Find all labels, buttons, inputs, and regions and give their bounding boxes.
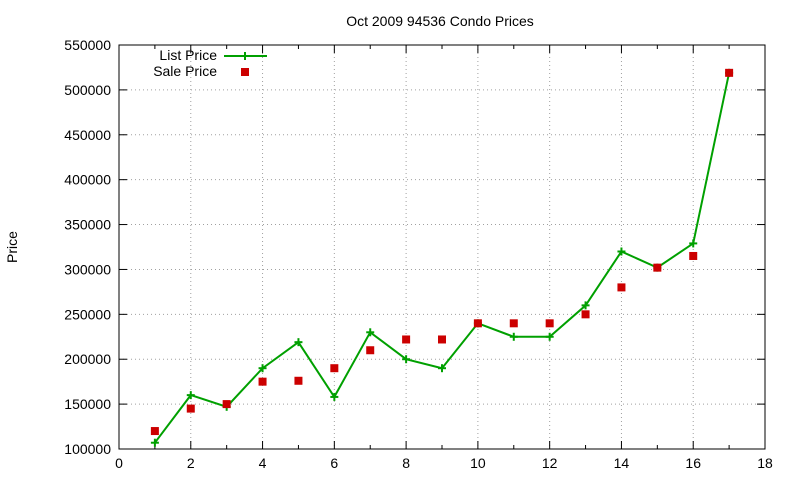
series: [150, 68, 734, 447]
sale-price-point: [258, 377, 267, 386]
sale-price-point: [617, 283, 626, 292]
x-tick-label: 16: [685, 455, 701, 471]
x-tick-label: 12: [542, 455, 558, 471]
legend-label-list-price: List Price: [159, 47, 217, 63]
list-price-line: [154, 72, 731, 444]
list-price-point: [186, 391, 195, 400]
x-tick-label: 6: [330, 455, 338, 471]
y-tick-label: 200000: [64, 351, 111, 367]
sale-price-point: [366, 346, 375, 355]
sale-price-point: [509, 319, 518, 328]
list-price-point: [258, 364, 267, 373]
list-price-point: [294, 338, 303, 347]
y-tick-label: 300000: [64, 261, 111, 277]
x-tick-label: 10: [470, 455, 486, 471]
y-tick-label: 500000: [64, 82, 111, 98]
y-tick-label: 550000: [64, 37, 111, 53]
y-tick-label: 250000: [64, 306, 111, 322]
sale-price-point: [222, 400, 231, 409]
sale-price-point: [653, 263, 662, 272]
grid: [119, 45, 765, 449]
list-price-point: [509, 332, 518, 341]
sale-price-point: [330, 364, 339, 373]
legend-marker-sale-price: [241, 68, 249, 76]
y-tick-label: 150000: [64, 396, 111, 412]
x-tick-label: 8: [402, 455, 410, 471]
axes: 100000 150000 200000 250000 300000 350000 4000…: [64, 37, 773, 471]
sale-price-point: [186, 404, 195, 413]
legend: List Price Sale Price: [153, 47, 267, 79]
list-price-point: [330, 392, 339, 401]
x-tick-label: 18: [757, 455, 773, 471]
y-tick-label: 100000: [64, 441, 111, 457]
list-price-point: [438, 364, 446, 373]
list-price-point: [581, 301, 590, 310]
list-price-point: [545, 332, 554, 341]
x-tick-label: 4: [259, 455, 267, 471]
sale-price-point: [294, 376, 303, 385]
legend-label-sale-price: Sale Price: [153, 63, 217, 79]
sale-price-point: [150, 427, 159, 436]
plot-frame: [118, 44, 766, 450]
x-tick-label: 2: [187, 455, 195, 471]
list-price-point: [150, 438, 159, 447]
list-price-point: [366, 328, 375, 337]
sale-price-point: [689, 251, 698, 260]
y-axis-label: Price: [4, 231, 20, 263]
chart-title: Oct 2009 94536 Condo Prices: [346, 13, 534, 29]
sale-price-point: [473, 319, 482, 328]
sale-price-point: [438, 335, 446, 344]
sale-price-point: [402, 335, 411, 344]
list-price-point: [402, 355, 411, 364]
sale-price-point: [545, 319, 554, 328]
y-tick-label: 350000: [64, 217, 111, 233]
y-tick-label: 400000: [64, 172, 111, 188]
x-tick-label: 14: [614, 455, 630, 471]
list-price-point: [617, 247, 626, 256]
list-price-point: [689, 239, 698, 248]
sale-price-point: [581, 310, 590, 319]
legend-marker-list-price: [241, 52, 249, 60]
x-tick-label: 0: [115, 455, 123, 471]
sale-price-point: [725, 68, 734, 77]
y-tick-label: 450000: [64, 127, 111, 143]
